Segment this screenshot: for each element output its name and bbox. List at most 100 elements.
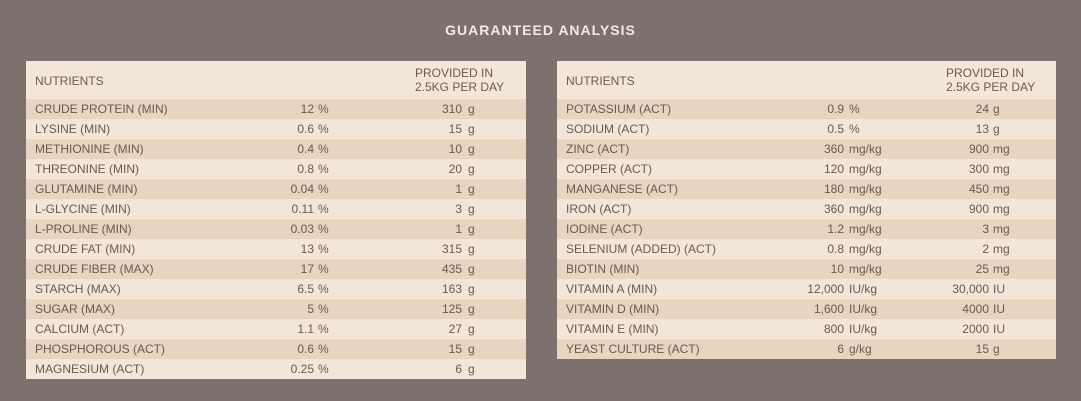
nutrient-unit: % bbox=[318, 242, 329, 256]
daily-amount: 900 bbox=[968, 202, 989, 216]
daily-amount-unit: mg bbox=[993, 182, 1010, 196]
table-row: L-GLYCINE (MIN) 0.11% 3 g bbox=[26, 199, 526, 219]
table-row: PHOSPHOROUS (ACT) 0.6% 15 g bbox=[26, 339, 526, 359]
daily-amount-unit: g bbox=[468, 342, 475, 356]
table-row: L-PROLINE (MIN) 0.03% 1 g bbox=[26, 219, 526, 239]
nutrient-unit: % bbox=[318, 142, 329, 156]
nutrient-name: VITAMIN E (MIN) bbox=[566, 322, 659, 336]
nutrient-name: SODIUM (ACT) bbox=[566, 122, 650, 136]
daily-amount: 27 bbox=[448, 322, 462, 336]
nutrient-name: BIOTIN (MIN) bbox=[566, 262, 640, 276]
daily-amount: 900 bbox=[968, 142, 989, 156]
table-row: ZINC (ACT) 360 mg/kg 900 mg bbox=[557, 139, 1056, 159]
nutrient-value: 800 bbox=[823, 322, 844, 336]
table-row: CRUDE FAT (MIN) 13% 315 g bbox=[26, 239, 526, 259]
daily-amount-unit: g bbox=[993, 122, 1000, 136]
daily-amount-unit: g bbox=[468, 362, 475, 376]
daily-amount: 4000 bbox=[962, 302, 989, 316]
daily-amount-unit: g bbox=[468, 162, 475, 176]
nutrient-unit: IU/kg bbox=[849, 282, 878, 296]
table-row: METHIONINE (MIN) 0.4% 10 g bbox=[26, 139, 526, 159]
table-row: CALCIUM (ACT) 1.1% 27 g bbox=[26, 319, 526, 339]
nutrient-name: LYSINE (MIN) bbox=[35, 122, 111, 136]
nutrient-value: 6.5 bbox=[297, 282, 314, 296]
daily-amount-unit: mg bbox=[993, 242, 1010, 256]
nutrient-unit: mg/kg bbox=[849, 142, 882, 156]
nutrient-unit: % bbox=[849, 122, 860, 136]
nutrient-unit: mg/kg bbox=[849, 262, 882, 276]
table-row: COPPER (ACT) 120 mg/kg 300 mg bbox=[557, 159, 1056, 179]
nutrient-unit: % bbox=[318, 282, 329, 296]
table-row: IODINE (ACT) 1.2 mg/kg 3 mg bbox=[557, 219, 1056, 239]
header-nutrients: NUTRIENTS bbox=[566, 74, 635, 88]
nutrient-name: YEAST CULTURE (ACT) bbox=[566, 342, 700, 356]
nutrient-value: 360 bbox=[823, 202, 844, 216]
nutrient-value: 10 bbox=[830, 262, 844, 276]
table-row: THREONINE (MIN) 0.8% 20 g bbox=[26, 159, 526, 179]
nutrient-unit: IU/kg bbox=[849, 302, 878, 316]
table-row: VITAMIN D (MIN) 1,600 IU/kg 4000 IU bbox=[557, 299, 1056, 319]
nutrient-name: THREONINE (MIN) bbox=[35, 162, 139, 176]
daily-amount: 450 bbox=[968, 182, 989, 196]
header-provided: PROVIDED IN 2.5KG PER DAY bbox=[415, 66, 504, 94]
table-row: VITAMIN E (MIN) 800 IU/kg 2000 IU bbox=[557, 319, 1056, 339]
daily-amount: 6 bbox=[455, 362, 462, 376]
header-provided: PROVIDED IN 2.5KG PER DAY bbox=[946, 66, 1035, 94]
nutrient-unit: % bbox=[318, 202, 329, 216]
daily-amount-unit: IU bbox=[993, 282, 1005, 296]
table-row: VITAMIN A (MIN) 12,000 IU/kg 30,000 IU bbox=[557, 279, 1056, 299]
page-title: GUARANTEED ANALYSIS bbox=[445, 22, 636, 38]
daily-amount-unit: g bbox=[468, 122, 475, 136]
nutrient-unit: IU/kg bbox=[849, 322, 878, 336]
nutrient-name: GLUTAMINE (MIN) bbox=[35, 182, 138, 196]
daily-amount-unit: g bbox=[993, 102, 1000, 116]
nutrient-name: POTASSIUM (ACT) bbox=[566, 102, 672, 116]
table-row: CRUDE FIBER (MAX) 17% 435 g bbox=[26, 259, 526, 279]
daily-amount: 1 bbox=[455, 182, 462, 196]
table-row: LYSINE (MIN) 0.6% 15 g bbox=[26, 119, 526, 139]
nutrient-unit: % bbox=[318, 102, 329, 116]
nutrient-unit: % bbox=[318, 362, 329, 376]
table-row: SODIUM (ACT) 0.5% 13 g bbox=[557, 119, 1056, 139]
table-header: NUTRIENTS PROVIDED IN 2.5KG PER DAY bbox=[557, 61, 1056, 99]
daily-amount: 15 bbox=[448, 342, 462, 356]
nutrient-name: ZINC (ACT) bbox=[566, 142, 630, 156]
daily-amount: 30,000 bbox=[952, 282, 989, 296]
nutrient-value: 5 bbox=[307, 302, 314, 316]
header-nutrients: NUTRIENTS bbox=[35, 74, 104, 88]
nutrient-value: 120 bbox=[823, 162, 844, 176]
daily-amount: 300 bbox=[968, 162, 989, 176]
table-row: POTASSIUM (ACT) 0.9% 24 g bbox=[557, 99, 1056, 119]
table-row: BIOTIN (MIN) 10 mg/kg 25 mg bbox=[557, 259, 1056, 279]
daily-amount-unit: g bbox=[468, 182, 475, 196]
daily-amount: 3 bbox=[982, 222, 989, 236]
daily-amount-unit: g bbox=[468, 262, 475, 276]
nutrient-value: 0.4 bbox=[297, 142, 314, 156]
nutrient-unit: mg/kg bbox=[849, 162, 882, 176]
daily-amount: 15 bbox=[448, 122, 462, 136]
daily-amount-unit: g bbox=[468, 142, 475, 156]
daily-amount-unit: g bbox=[468, 202, 475, 216]
nutrient-value: 360 bbox=[823, 142, 844, 156]
daily-amount-unit: g bbox=[468, 102, 475, 116]
nutrient-value: 0.9 bbox=[827, 102, 844, 116]
table-row: SUGAR (MAX) 5% 125 g bbox=[26, 299, 526, 319]
daily-amount-unit: g bbox=[468, 282, 475, 296]
header-provided-line2: 2.5KG PER DAY bbox=[946, 80, 1036, 94]
daily-amount-unit: g bbox=[468, 302, 475, 316]
nutrient-name: CALCIUM (ACT) bbox=[35, 322, 125, 336]
nutrient-unit: mg/kg bbox=[849, 242, 882, 256]
nutrient-unit: % bbox=[318, 322, 329, 336]
nutrient-value: 0.8 bbox=[297, 162, 314, 176]
daily-amount: 435 bbox=[441, 262, 462, 276]
nutrient-unit: % bbox=[318, 182, 329, 196]
nutrient-unit: g/kg bbox=[849, 342, 872, 356]
nutrient-value: 0.04 bbox=[290, 182, 314, 196]
nutrient-name: SUGAR (MAX) bbox=[35, 302, 116, 316]
nutrient-value: 0.25 bbox=[290, 362, 314, 376]
nutrient-name: SELENIUM (ADDED) (ACT) bbox=[566, 242, 717, 256]
daily-amount-unit: mg bbox=[993, 202, 1010, 216]
nutrient-name: CRUDE FAT (MIN) bbox=[35, 242, 136, 256]
daily-amount-unit: mg bbox=[993, 262, 1010, 276]
nutrient-name: IRON (ACT) bbox=[566, 202, 632, 216]
